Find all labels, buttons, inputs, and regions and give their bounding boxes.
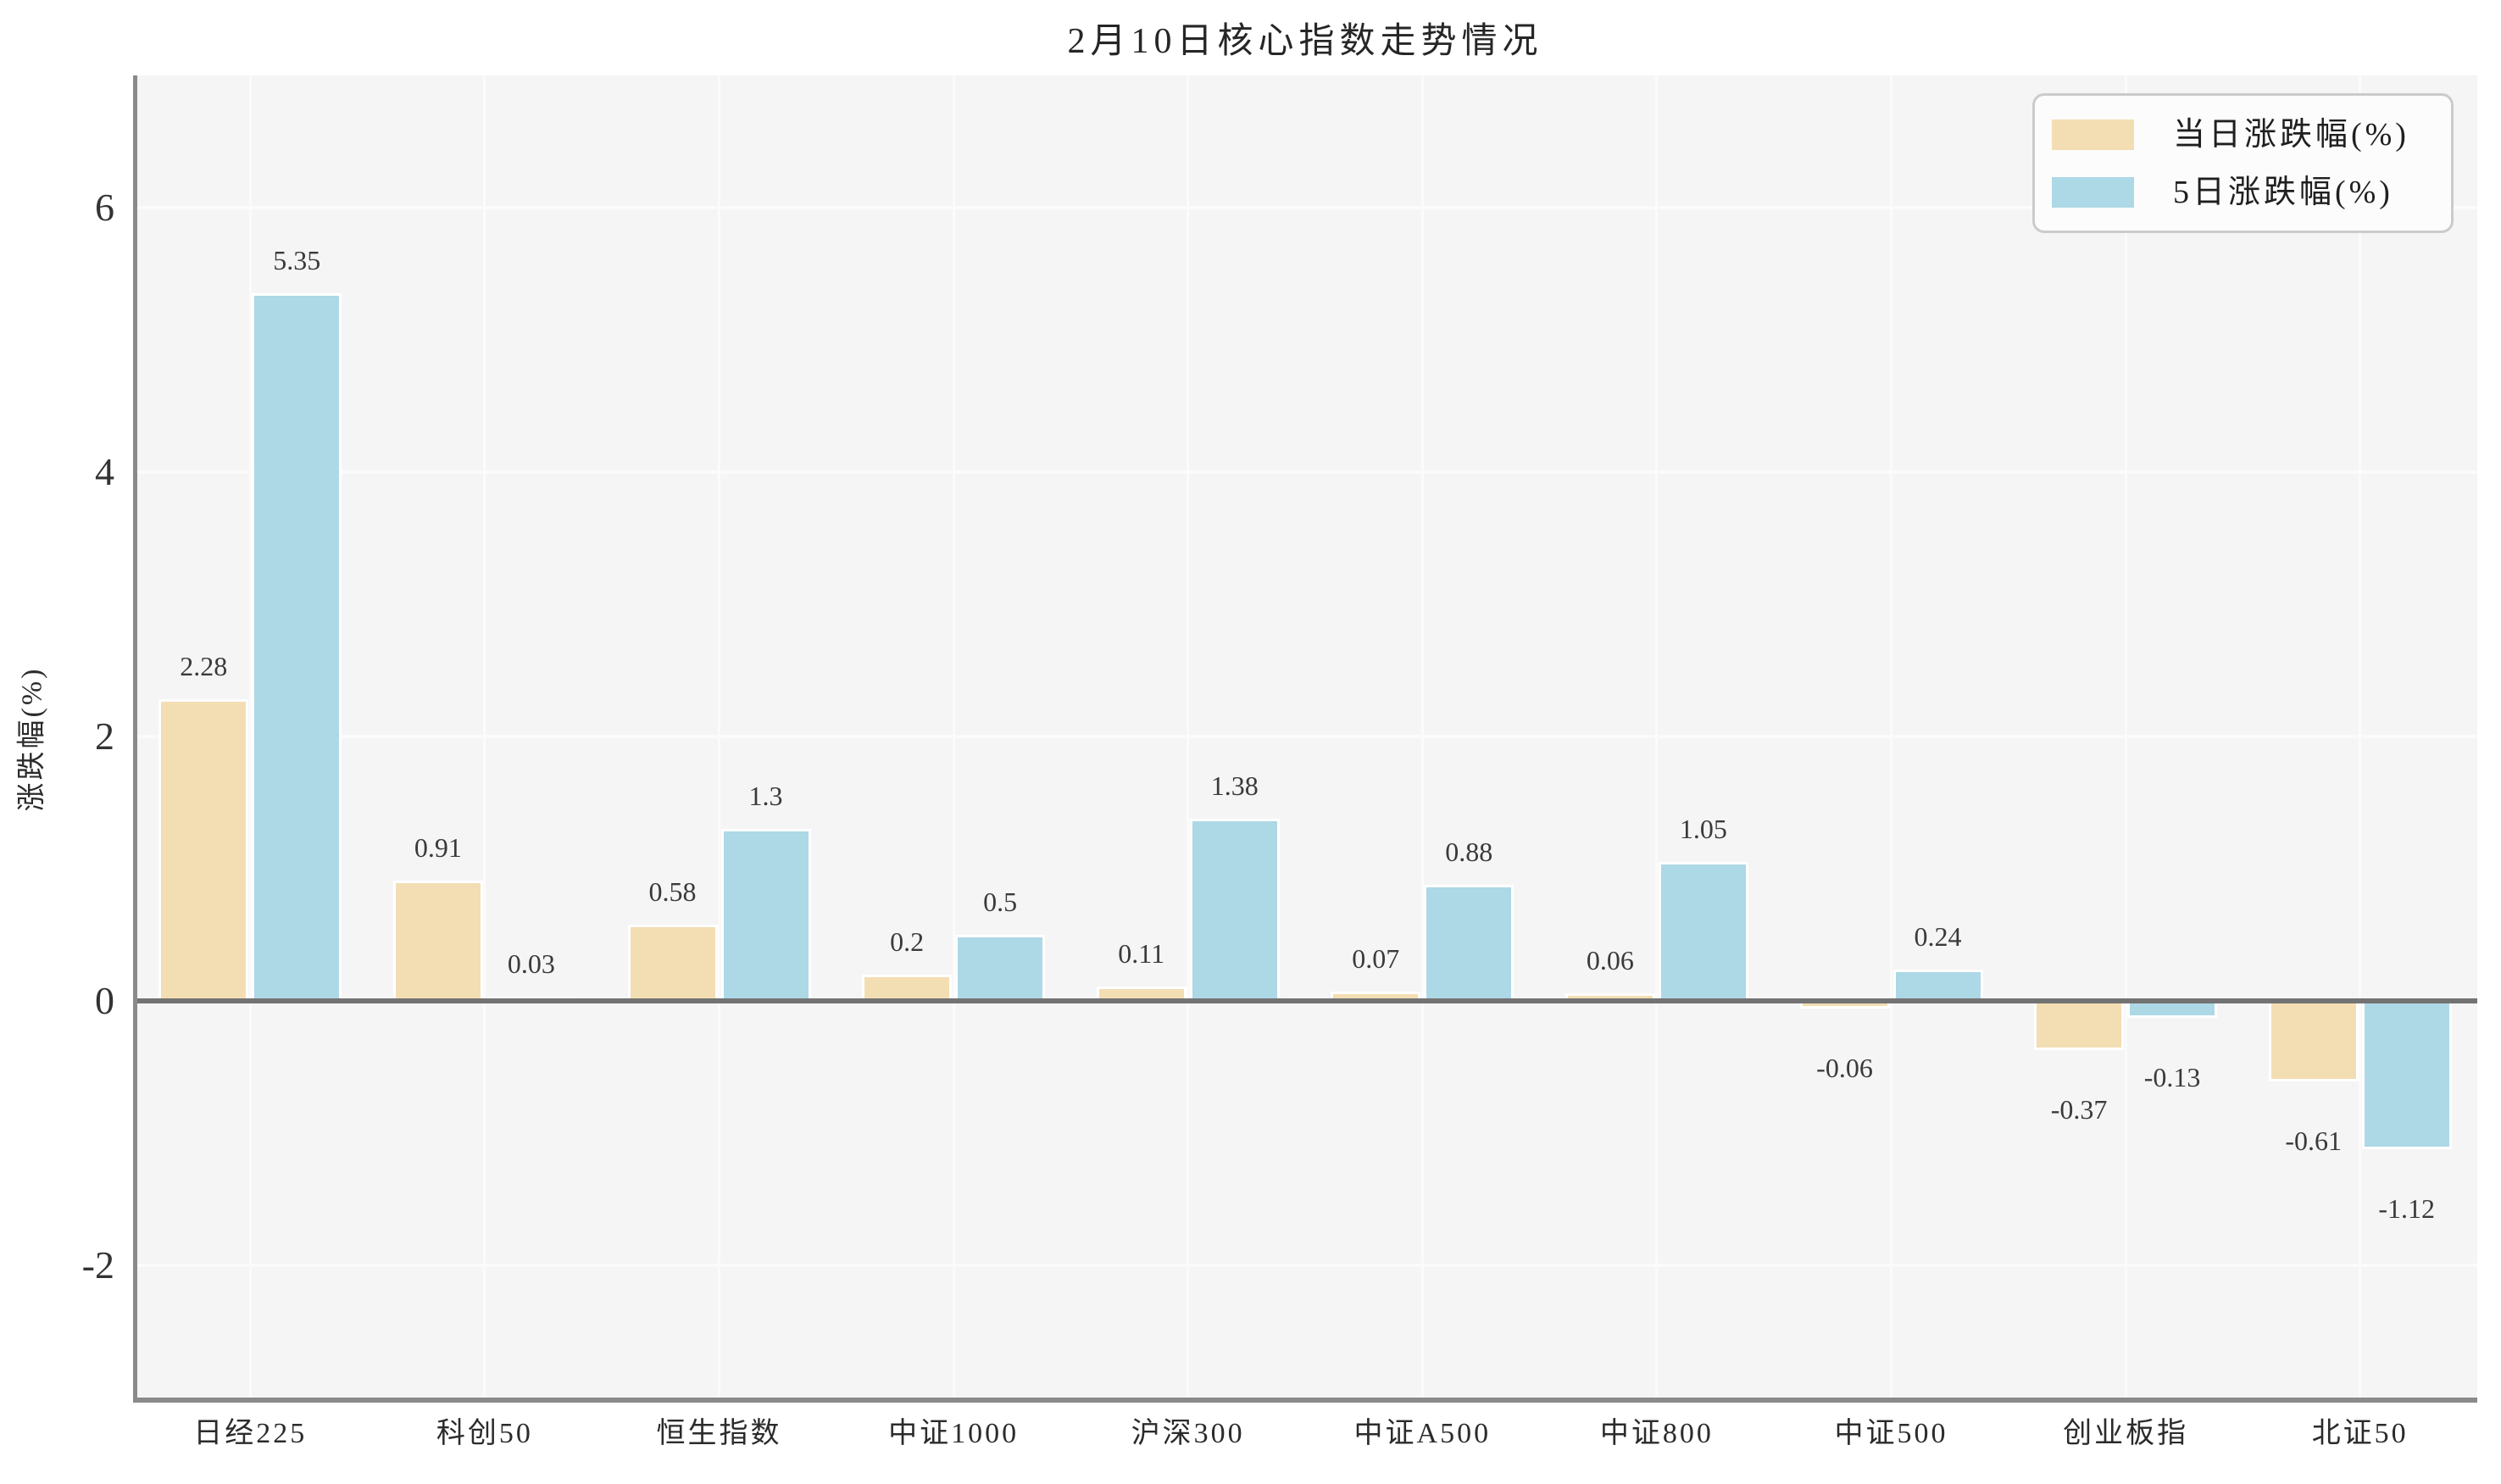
legend-label-5day: 5日涨跌幅(%) — [2173, 174, 2393, 210]
bar — [252, 293, 342, 1003]
bar-value-label: -0.37 — [2050, 1093, 2108, 1125]
bar-value-label: -1.12 — [2378, 1192, 2436, 1224]
zero-baseline — [133, 998, 2477, 1003]
legend-item-day: 当日涨跌幅(%) — [2052, 118, 2451, 152]
bar-value-label: 0.5 — [983, 887, 1018, 917]
y-tick-label: 0 — [95, 979, 114, 1022]
x-tick-label: 恒生指数 — [656, 1418, 782, 1449]
legend-swatch-day — [2052, 119, 2134, 150]
bar — [627, 924, 718, 1003]
x-axis-spine — [133, 1398, 2477, 1403]
x-tick-label: 创业板指 — [2063, 1418, 2189, 1449]
bar — [2361, 1001, 2452, 1149]
bar-value-label: -0.13 — [2143, 1062, 2201, 1093]
legend-swatch-5day — [2052, 176, 2134, 208]
y-tick-label: 6 — [95, 186, 114, 229]
bar — [2268, 1001, 2359, 1082]
y-axis-spine — [133, 75, 137, 1403]
y-axis-title: 涨跌幅(%) — [16, 666, 48, 812]
bar-value-label: 0.88 — [1445, 836, 1493, 867]
bar — [1658, 862, 1748, 1003]
bar-value-label: 0.06 — [1586, 944, 1634, 975]
x-tick-label: 日经225 — [193, 1418, 308, 1449]
y-tick-label: 2 — [95, 714, 114, 758]
bar-value-label: 0.24 — [1914, 920, 1962, 952]
x-tick-label: 北证50 — [2311, 1418, 2409, 1449]
legend-label-day: 当日涨跌幅(%) — [2173, 116, 2409, 153]
x-tick-label: 沪深300 — [1131, 1418, 1245, 1449]
y-tick-label: 4 — [95, 450, 114, 493]
bar-value-label: -0.61 — [2285, 1126, 2343, 1157]
x-tick-label: 科创50 — [436, 1418, 533, 1449]
bar — [1189, 818, 1280, 1003]
gridline-horizontal — [133, 735, 2477, 738]
bar-value-label: 1.38 — [1210, 770, 1259, 801]
bar — [158, 699, 249, 1003]
bar-value-label: 1.3 — [748, 781, 783, 812]
bar-value-label: 1.05 — [1679, 814, 1727, 845]
bar — [2034, 1001, 2125, 1050]
bar — [2127, 1001, 2218, 1019]
x-tick-label: 中证500 — [1834, 1418, 1948, 1449]
legend: 当日涨跌幅(%) 5日涨跌幅(%) — [2032, 93, 2454, 233]
gridline-horizontal — [133, 1264, 2477, 1267]
bar-value-label: 0.91 — [414, 832, 462, 864]
bar-value-label: 0.07 — [1352, 943, 1400, 975]
bar-value-label: 0.11 — [1118, 937, 1165, 969]
bar-value-label: 2.28 — [180, 651, 228, 682]
bar — [392, 881, 483, 1003]
bar-value-label: 0.03 — [507, 948, 555, 980]
x-tick-label: 中证1000 — [888, 1418, 1020, 1449]
bar — [720, 829, 811, 1003]
bar — [1424, 884, 1514, 1003]
bar-value-label: 5.35 — [273, 245, 321, 276]
gridline-horizontal — [133, 470, 2477, 474]
bar-value-label: -0.06 — [1816, 1053, 1873, 1084]
x-tick-label: 中证800 — [1599, 1418, 1714, 1449]
gridline-horizontal — [133, 206, 2477, 209]
bar — [955, 935, 1046, 1003]
bar-value-label: 0.2 — [890, 925, 925, 957]
chart-title: 2月10日核心指数走势情况 — [1067, 22, 1543, 61]
x-tick-label: 中证A500 — [1353, 1418, 1492, 1449]
bar-value-label: 0.58 — [648, 875, 697, 907]
legend-item-5day: 5日涨跌幅(%) — [2052, 175, 2451, 209]
y-tick-label: -2 — [81, 1243, 114, 1287]
